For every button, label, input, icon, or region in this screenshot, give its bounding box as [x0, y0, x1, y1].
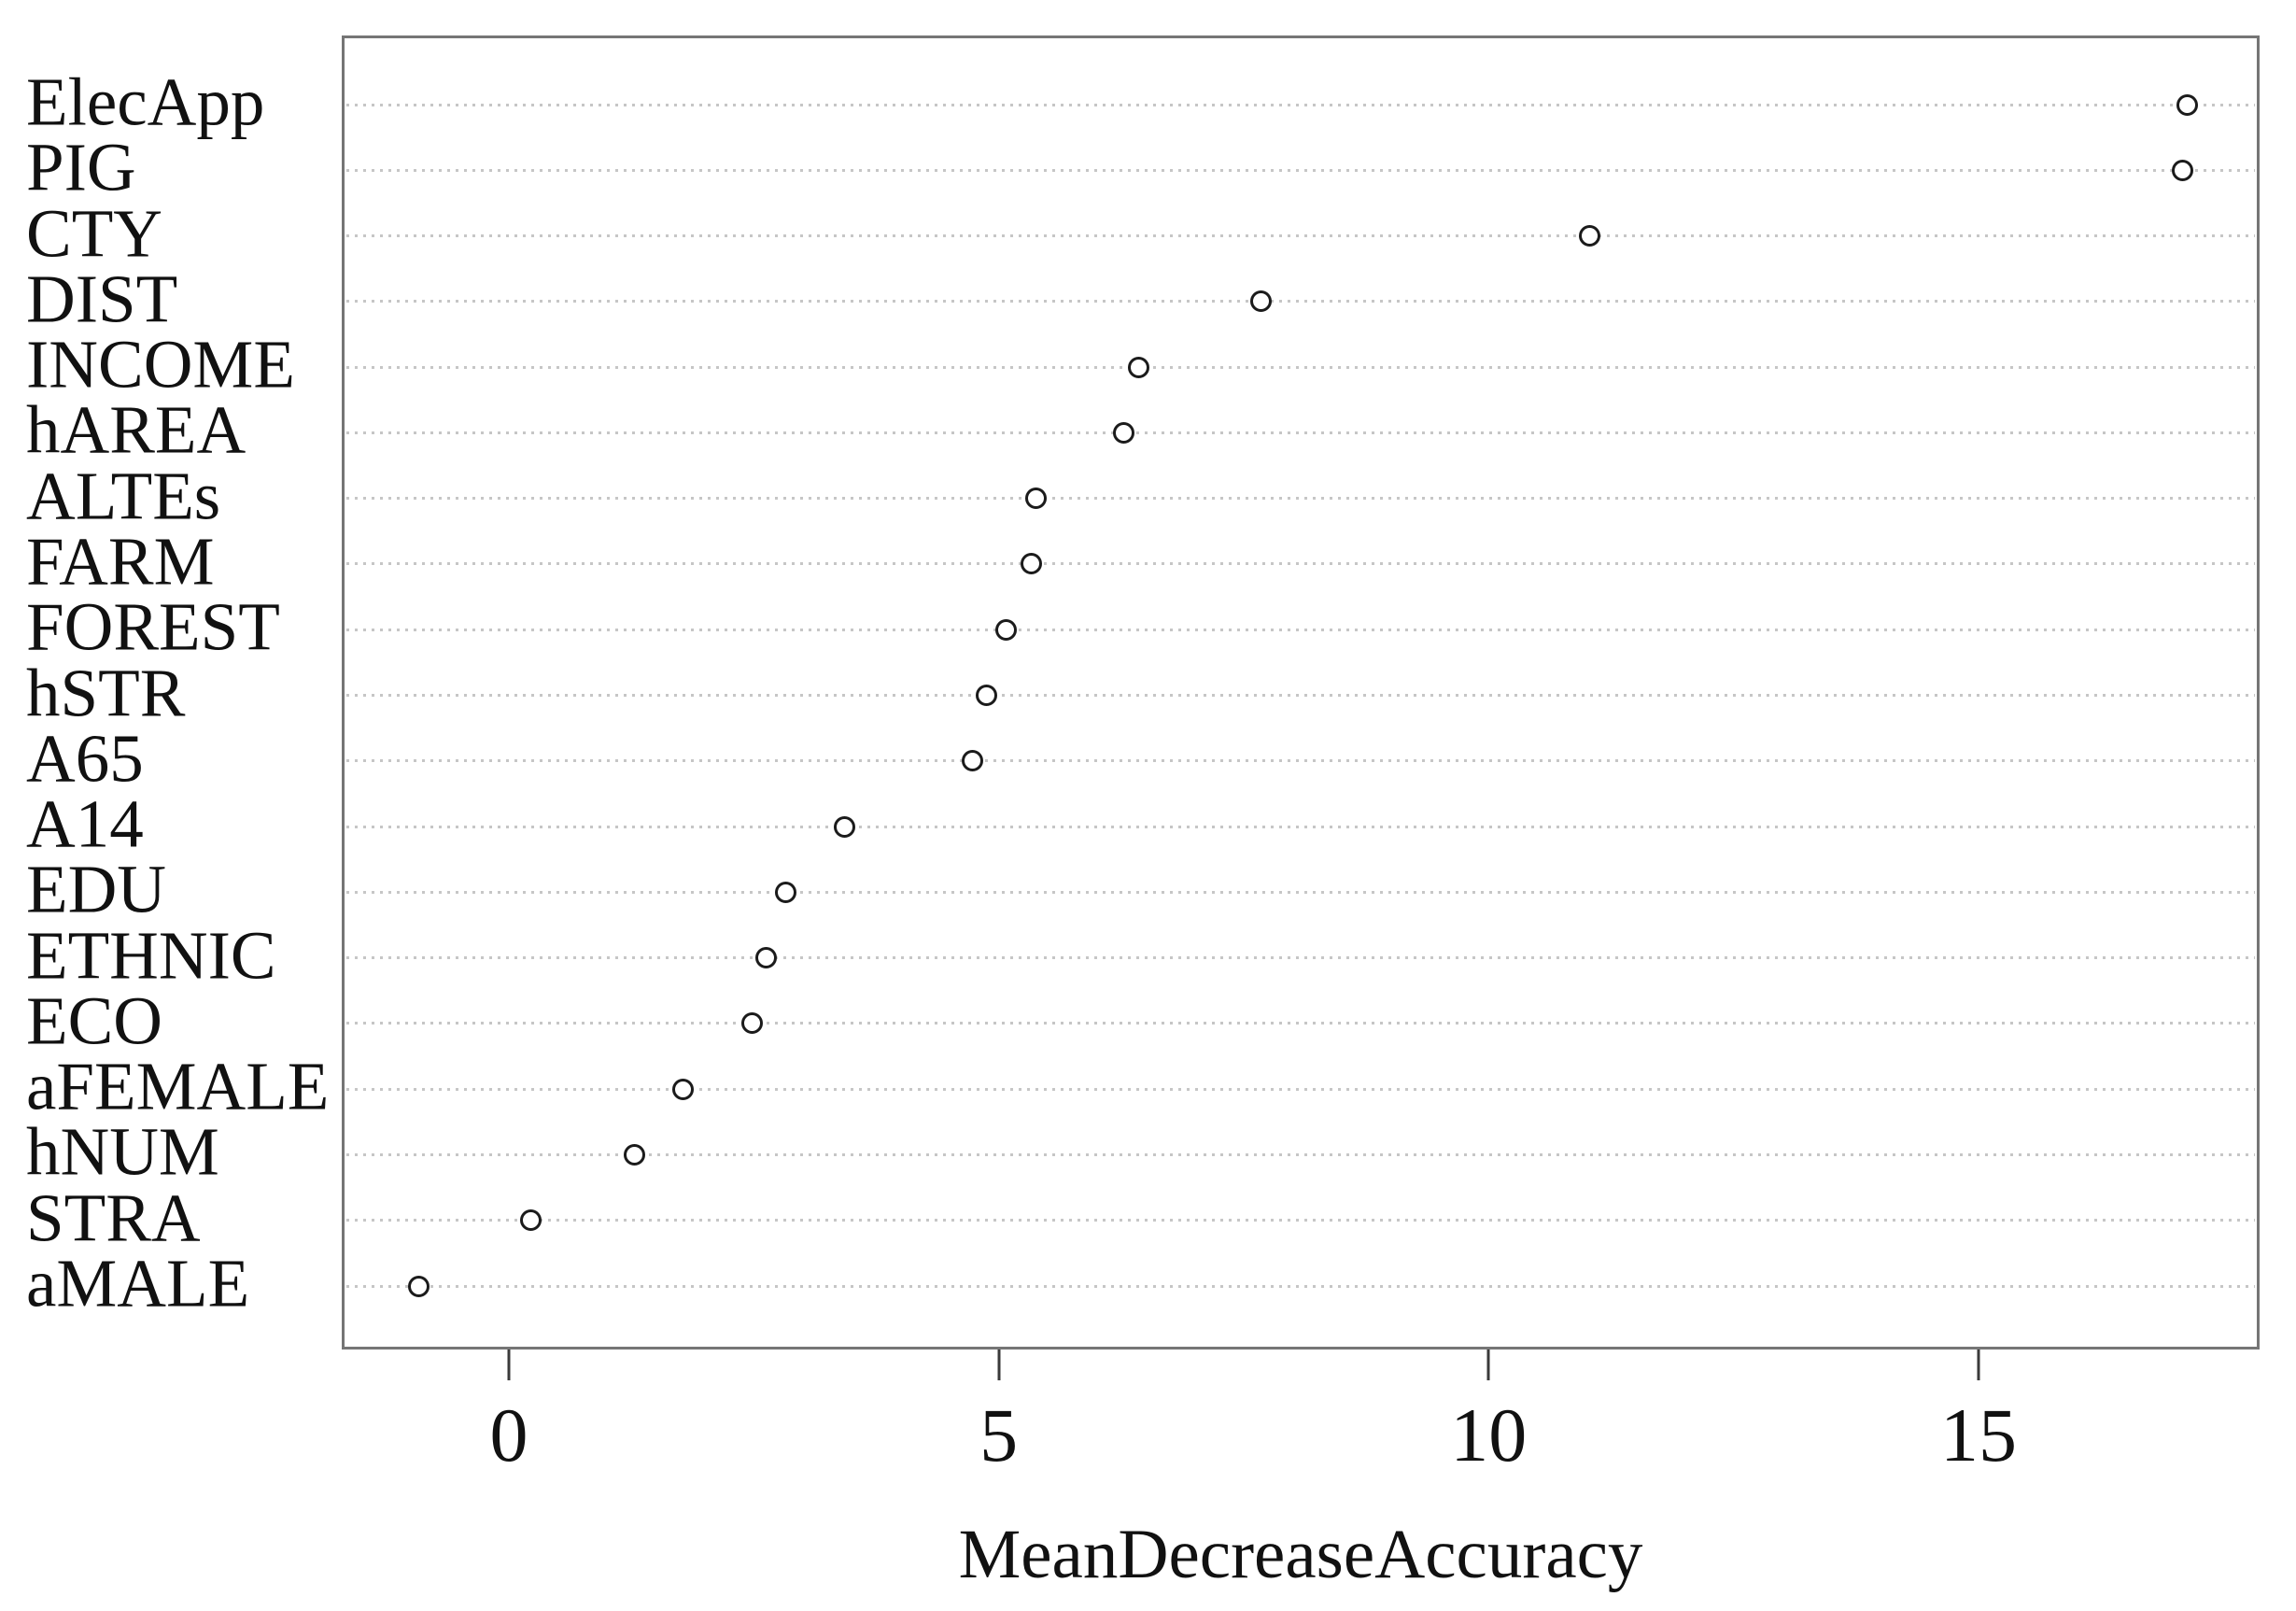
x-axis-tick	[1977, 1350, 1980, 1380]
data-point-circle	[1020, 553, 1042, 575]
y-axis-label: CTY	[26, 195, 162, 272]
y-axis-label: hSTR	[26, 655, 186, 731]
data-point-circle	[976, 685, 998, 707]
plot-area	[342, 35, 2260, 1350]
data-point-circle	[520, 1209, 542, 1232]
data-point-circle	[740, 1012, 763, 1035]
gridline	[346, 890, 2255, 894]
y-axis-label: STRA	[26, 1180, 201, 1256]
x-axis-tick-label: 0	[489, 1392, 528, 1477]
data-point-circle	[1113, 421, 1135, 444]
x-axis-tick-label: 5	[979, 1392, 1019, 1477]
data-point-circle	[1128, 356, 1150, 378]
y-axis-label: INCOME	[26, 326, 295, 403]
data-point-circle	[995, 618, 1018, 641]
gridline	[346, 365, 2255, 369]
y-axis-label: A65	[26, 720, 144, 797]
y-axis-label: DIST	[26, 261, 178, 337]
y-axis-label: FARM	[26, 523, 215, 600]
data-point-circle	[1250, 290, 1273, 313]
y-axis-label: hNUM	[26, 1113, 219, 1190]
gridline	[346, 234, 2255, 238]
x-axis-tick	[997, 1350, 1001, 1380]
y-axis-label: aFEMALE	[26, 1048, 330, 1124]
data-point-circle	[2171, 159, 2193, 181]
x-axis-tick-label: 15	[1939, 1392, 2017, 1477]
gridline	[346, 694, 2255, 698]
gridline	[346, 825, 2255, 828]
gridline	[346, 1284, 2255, 1288]
gridline	[346, 1022, 2255, 1025]
gridline	[346, 168, 2255, 172]
y-axis-label: ETHNIC	[26, 917, 276, 994]
y-axis-label: aMALE	[26, 1245, 250, 1321]
data-point-circle	[623, 1143, 645, 1166]
y-axis-label: hAREA	[26, 391, 247, 468]
y-axis-label: ElecApp	[26, 64, 265, 140]
gridline	[346, 562, 2255, 566]
data-point-circle	[672, 1078, 695, 1100]
x-axis-title: MeanDecreaseAccuracy	[958, 1516, 1643, 1593]
gridline	[346, 497, 2255, 501]
data-point-circle	[961, 750, 983, 772]
gridline	[346, 1219, 2255, 1222]
gridline	[346, 956, 2255, 960]
data-point-circle	[2176, 93, 2198, 116]
x-axis-tick	[507, 1350, 511, 1380]
data-point-circle	[834, 815, 856, 838]
data-point-circle	[407, 1275, 430, 1297]
gridline	[346, 1152, 2255, 1156]
gridline	[346, 300, 2255, 304]
gridline	[346, 628, 2255, 631]
x-axis-tick	[1486, 1350, 1490, 1380]
y-axis-label: PIG	[26, 129, 136, 205]
y-axis-label: EDU	[26, 851, 167, 927]
x-axis-tick-label: 10	[1450, 1392, 1528, 1477]
gridline	[346, 431, 2255, 434]
y-axis-label: ECO	[26, 982, 162, 1059]
gridline	[346, 103, 2255, 106]
gridline	[346, 1087, 2255, 1091]
gridline	[346, 759, 2255, 763]
y-axis-label: ALTEs	[26, 458, 221, 534]
y-axis-label: A14	[26, 785, 144, 862]
data-point-circle	[775, 881, 797, 903]
data-point-circle	[1578, 225, 1600, 247]
data-point-circle	[1024, 488, 1047, 510]
data-point-circle	[755, 947, 778, 969]
y-axis-label: FOREST	[26, 588, 280, 665]
